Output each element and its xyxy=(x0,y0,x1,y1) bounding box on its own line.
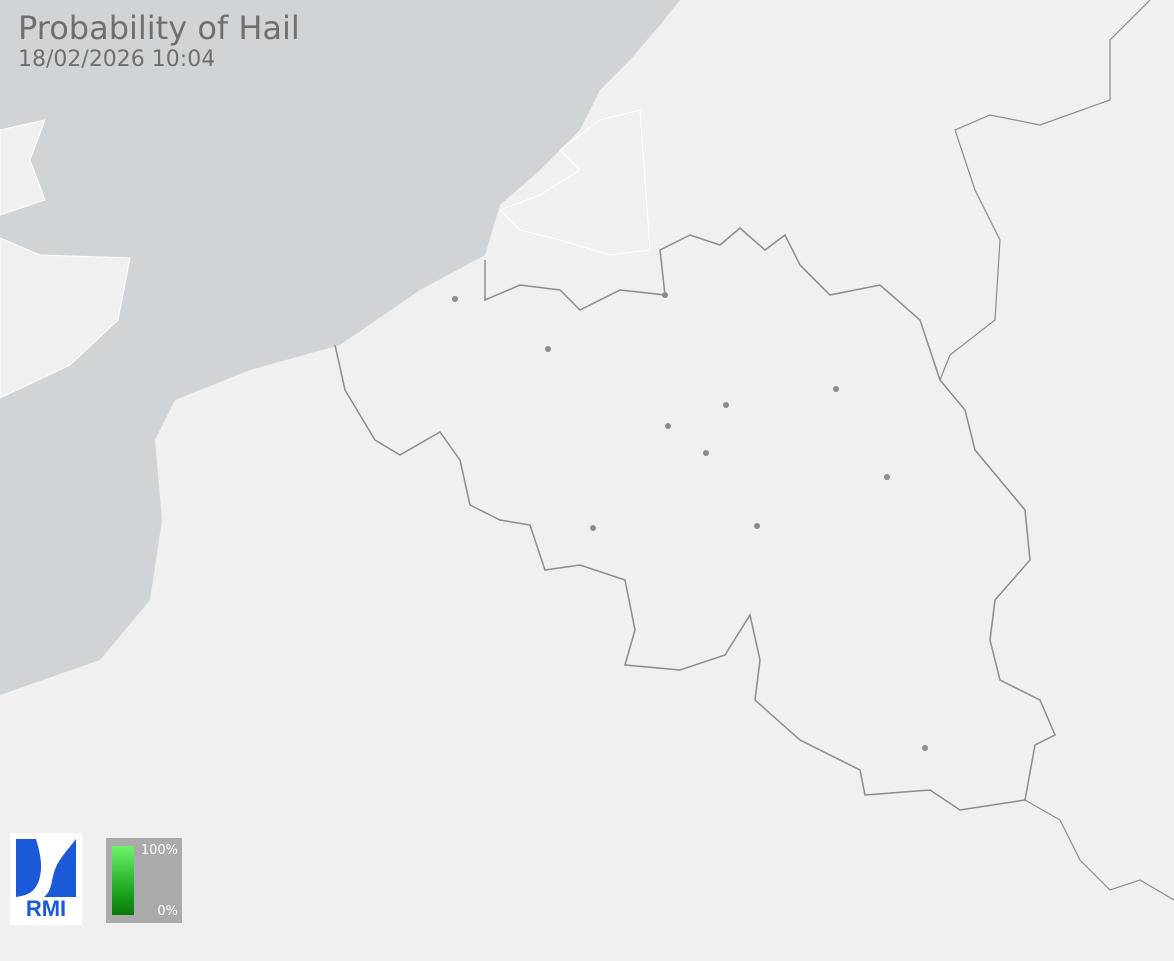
city-marker xyxy=(662,292,668,298)
map-timestamp: 18/02/2026 10:04 xyxy=(18,47,216,72)
legend-min-label: 0% xyxy=(157,904,178,919)
probability-legend: 100% 0% xyxy=(106,838,182,923)
city-marker xyxy=(723,402,729,408)
city-marker xyxy=(665,423,671,429)
city-marker xyxy=(754,523,760,529)
sea xyxy=(0,0,680,695)
city-marker xyxy=(703,450,709,456)
city-marker xyxy=(545,346,551,352)
city-marker xyxy=(833,386,839,392)
germany-border xyxy=(939,0,1151,381)
zeeland-land xyxy=(499,109,651,256)
belgium-border xyxy=(334,227,1056,811)
city-markers xyxy=(452,292,928,751)
city-marker xyxy=(452,296,458,302)
france-border xyxy=(1024,799,1174,901)
city-marker xyxy=(922,745,928,751)
england-land xyxy=(0,237,131,399)
city-marker xyxy=(590,525,596,531)
england-north-land xyxy=(0,119,46,216)
rmi-logo-text: RMI xyxy=(25,896,67,921)
legend-max-label: 100% xyxy=(140,843,178,858)
rmi-logo: RMI xyxy=(10,833,82,925)
legend-color-bar xyxy=(112,846,134,915)
city-marker xyxy=(884,474,890,480)
map-title: Probability of Hail xyxy=(18,9,300,47)
rmi-logo-icon xyxy=(16,839,76,897)
